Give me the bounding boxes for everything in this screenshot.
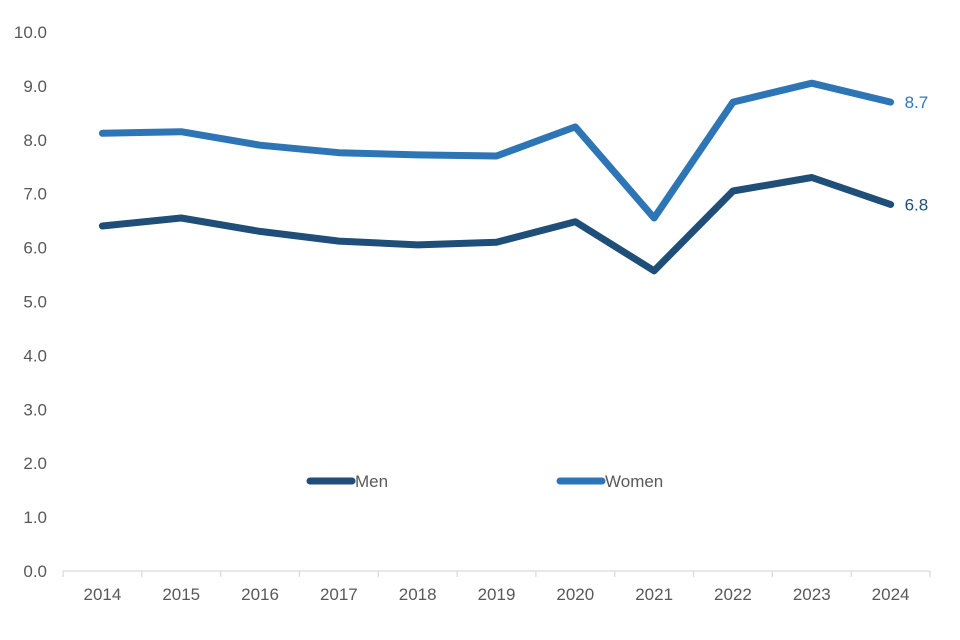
y-tick-label: 10.0 — [14, 23, 47, 42]
y-tick-label: 2.0 — [23, 454, 47, 473]
x-tick-label: 2014 — [83, 585, 121, 604]
y-tick-label: 3.0 — [23, 400, 47, 419]
y-tick-label: 6.0 — [23, 239, 47, 258]
x-tick-label: 2021 — [635, 585, 673, 604]
y-tick-label: 8.0 — [23, 131, 47, 150]
y-tick-label: 5.0 — [23, 293, 47, 312]
x-axis: 2014 2015 2016 2017 2018 2019 2020 2021 2022 2023… — [62, 570, 931, 604]
x-tick-label: 2020 — [556, 585, 594, 604]
series-line-men — [98, 174, 895, 275]
y-tick-label: 9.0 — [23, 77, 47, 96]
series-line-women — [98, 79, 895, 222]
y-axis: 0.0 1.0 2.0 3.0 4.0 5.0 6.0 7.0 8.0 9.0 10.0 — [14, 23, 47, 581]
legend-label-men: Men — [355, 472, 388, 491]
x-tick-label: 2016 — [241, 585, 279, 604]
end-label-women: 8.7 — [905, 93, 929, 112]
y-tick-label: 0.0 — [23, 562, 47, 581]
y-tick-label: 7.0 — [23, 185, 47, 204]
x-tick-label: 2018 — [399, 585, 437, 604]
end-labels: 6.8 8.7 — [905, 93, 929, 214]
x-tick-label: 2017 — [320, 585, 358, 604]
end-label-men: 6.8 — [905, 195, 929, 214]
legend-label-women: Women — [605, 472, 663, 491]
x-tick-label: 2022 — [714, 585, 752, 604]
legend: Men Women — [306, 472, 663, 491]
x-tick-label: 2023 — [793, 585, 831, 604]
series-lines — [98, 79, 895, 275]
x-tick-label: 2024 — [872, 585, 910, 604]
x-tick-label: 2015 — [162, 585, 200, 604]
x-tick-label: 2019 — [478, 585, 516, 604]
y-tick-label: 1.0 — [23, 508, 47, 527]
y-tick-label: 4.0 — [23, 346, 47, 365]
